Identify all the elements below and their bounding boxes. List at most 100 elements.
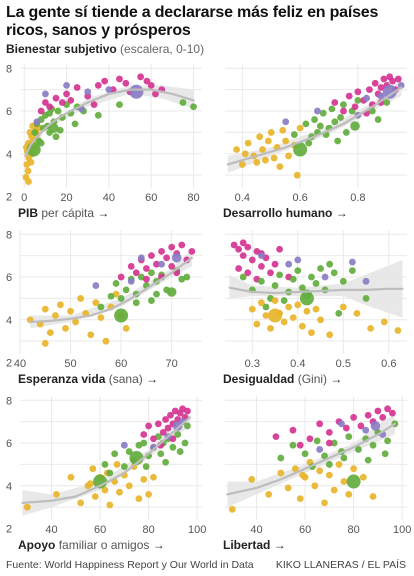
arrow-right-icon: → — [330, 372, 343, 386]
x-axis-label-strong: Esperanza vida — [18, 372, 106, 386]
data-point — [264, 137, 272, 145]
confidence-band — [22, 408, 190, 516]
data-point — [276, 271, 283, 279]
data-point — [87, 331, 95, 339]
data-point — [84, 88, 92, 96]
data-point — [350, 413, 358, 421]
data-point — [363, 94, 370, 102]
data-point — [94, 81, 102, 89]
data-point — [319, 109, 327, 117]
data-point — [346, 474, 361, 489]
data-point — [326, 331, 334, 339]
trend-line — [24, 88, 195, 158]
y-tick-label: 4 — [6, 481, 12, 493]
data-point — [330, 439, 338, 447]
data-point — [248, 256, 256, 264]
data-point — [317, 265, 324, 272]
data-point — [239, 252, 247, 260]
data-point — [294, 301, 302, 309]
data-point — [370, 421, 381, 431]
chart-title: La gente sí tiende a declararse más feli… — [6, 4, 379, 39]
data-point — [77, 499, 85, 507]
x-tick-label: 40 — [250, 524, 262, 536]
data-point — [162, 416, 170, 423]
x-axis-label-strong: Libertad — [223, 538, 271, 552]
data-point — [140, 475, 148, 483]
data-point — [58, 99, 66, 106]
data-point — [379, 413, 387, 421]
data-point — [362, 295, 370, 302]
data-point — [158, 260, 165, 268]
data-point — [345, 490, 353, 498]
data-point — [37, 107, 45, 115]
data-point — [325, 439, 333, 447]
data-point — [325, 471, 333, 479]
data-point — [267, 269, 274, 277]
data-point — [345, 92, 353, 100]
data-point — [129, 84, 144, 99]
x-axis-label-strong: Apoyo — [18, 538, 56, 552]
arrow-right-icon: → — [97, 206, 110, 220]
data-point — [159, 428, 167, 436]
data-point — [154, 420, 162, 428]
data-point — [71, 120, 79, 128]
data-point — [54, 107, 62, 115]
scatter-panel-apoyo: 2 4 6 8 40 60 80 100 Apoyo familiar o amigos → — [2, 388, 207, 556]
data-point — [302, 120, 310, 128]
data-point — [184, 422, 191, 430]
data-point — [150, 435, 157, 443]
data-point — [299, 291, 314, 306]
data-point — [67, 96, 75, 104]
data-point — [311, 482, 319, 490]
data-point — [258, 262, 265, 270]
scatter-panel-idh: 0.4 0.6 0.8 Desarrollo humano → — [207, 56, 412, 224]
data-point — [53, 490, 60, 498]
data-point — [359, 473, 367, 481]
y-axis-label: Bienestar subjetivo — [6, 42, 117, 56]
data-point — [33, 118, 41, 126]
data-point — [62, 324, 69, 332]
data-point — [105, 86, 113, 94]
data-point — [276, 163, 284, 171]
data-point — [169, 443, 177, 451]
x-tick-label: 80 — [347, 524, 359, 536]
data-point — [41, 339, 49, 347]
data-point — [330, 486, 338, 494]
data-point — [268, 308, 283, 323]
y-tick-label: 6 — [6, 438, 12, 450]
data-point — [325, 428, 333, 436]
data-point — [285, 260, 293, 268]
data-point — [351, 103, 359, 111]
data-point — [262, 303, 270, 311]
data-point — [181, 439, 189, 447]
data-point — [248, 475, 256, 483]
data-point — [233, 146, 240, 153]
data-point — [316, 467, 324, 475]
data-point — [183, 273, 191, 281]
data-point — [382, 84, 397, 99]
data-point — [340, 454, 348, 462]
data-point — [248, 305, 256, 313]
data-point — [147, 81, 155, 89]
arrow-right-icon: → — [146, 372, 159, 386]
y-axis-scale-note: (escalera, 0-10) — [120, 42, 205, 56]
data-point — [267, 324, 274, 332]
data-point — [394, 75, 402, 83]
x-axis-label-pib: PIB per cápita → — [18, 206, 109, 220]
x-axis-label-light: (sana) — [108, 372, 143, 386]
data-point — [176, 448, 184, 455]
data-point — [289, 275, 297, 283]
confidence-band — [227, 78, 402, 174]
data-point — [312, 305, 320, 313]
data-point — [230, 241, 238, 249]
data-point — [296, 124, 304, 132]
data-point — [63, 90, 70, 98]
data-point — [296, 441, 304, 449]
data-point — [51, 312, 59, 319]
data-point — [148, 252, 155, 260]
scatter-plot-idh: 0.4 0.6 0.8 — [225, 64, 407, 204]
data-point — [145, 490, 153, 498]
data-point — [52, 94, 60, 102]
data-point — [23, 503, 31, 511]
data-point — [46, 103, 54, 111]
